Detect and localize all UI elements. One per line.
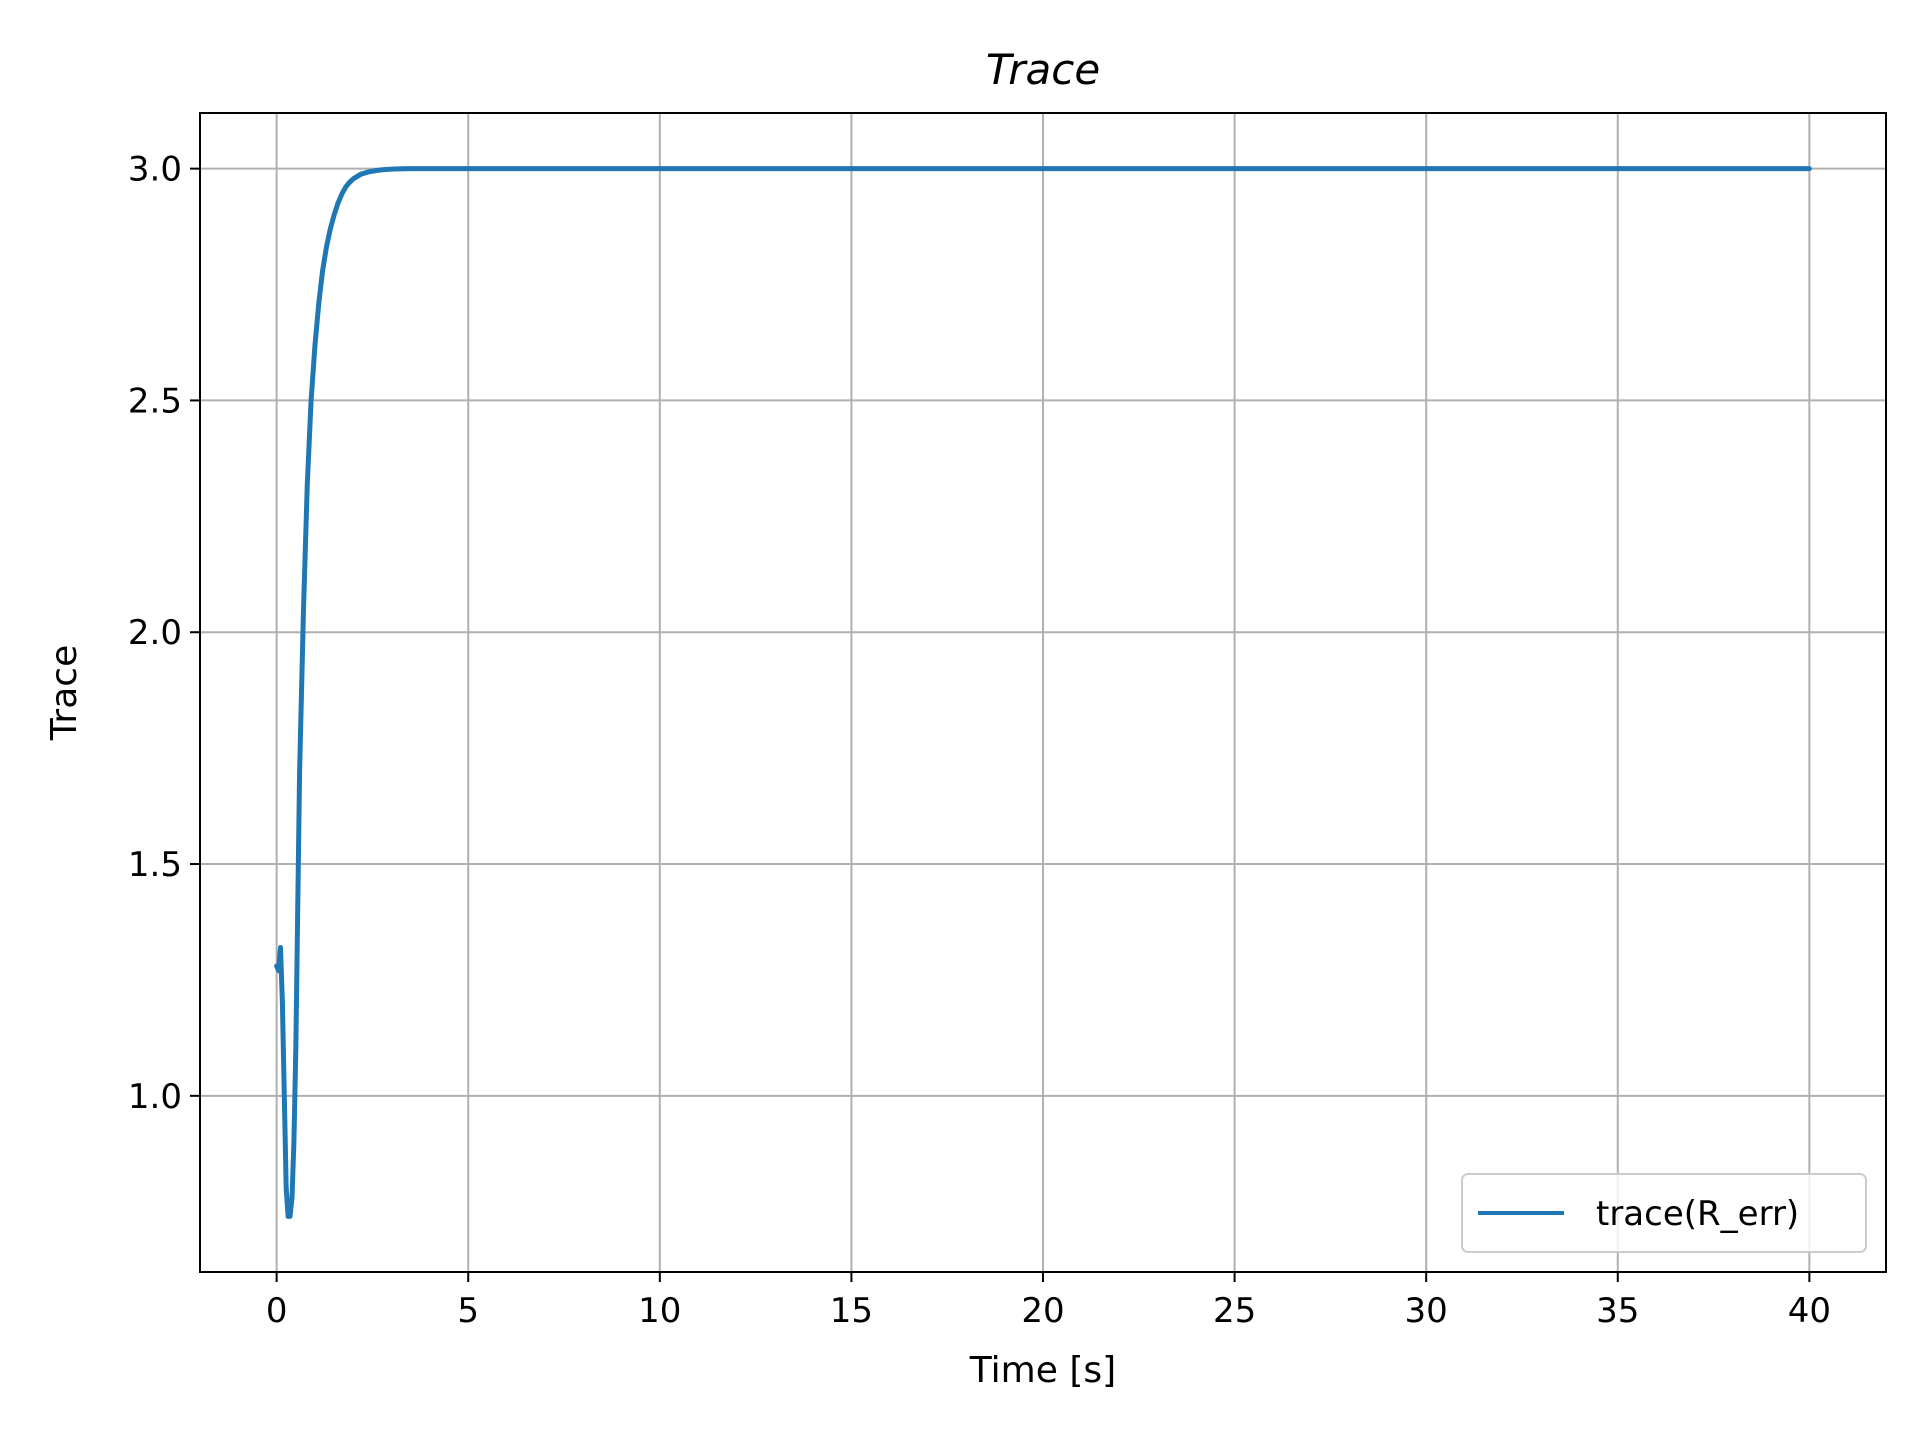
series-line — [274, 166, 1812, 1219]
x-axis-ticks: 0 5 10 15 20 25 30 35 40 — [266, 1272, 1831, 1331]
y-tick-label: 1.0 — [128, 1077, 182, 1117]
y-tick-label: 1.5 — [128, 845, 182, 885]
legend-label: trace(R_err) — [1596, 1194, 1799, 1234]
x-tick-label: 40 — [1788, 1291, 1831, 1331]
x-tick-label: 25 — [1213, 1291, 1256, 1331]
chart-title: Trace — [986, 45, 1100, 94]
y-tick-label: 3.0 — [128, 150, 182, 190]
y-tick-label: 2.0 — [128, 613, 182, 653]
x-tick-label: 10 — [638, 1291, 681, 1331]
legend-box — [1461, 1173, 1867, 1253]
legend: trace(R_err) — [1461, 1173, 1867, 1253]
x-tick-label: 20 — [1021, 1291, 1064, 1331]
x-axis-label: Time [s] — [969, 1350, 1116, 1391]
y-tick-label: 2.5 — [128, 381, 182, 421]
series-layer — [274, 166, 1812, 1219]
y-axis-ticks: 1.0 1.5 2.0 2.5 3.0 — [128, 150, 200, 1117]
y-axis-label: Trace — [44, 645, 85, 742]
x-tick-label: 0 — [266, 1291, 288, 1331]
x-tick-label: 15 — [830, 1291, 873, 1331]
x-tick-label: 35 — [1596, 1291, 1639, 1331]
x-tick-label: 30 — [1405, 1291, 1448, 1331]
x-tick-label: 5 — [457, 1291, 479, 1331]
